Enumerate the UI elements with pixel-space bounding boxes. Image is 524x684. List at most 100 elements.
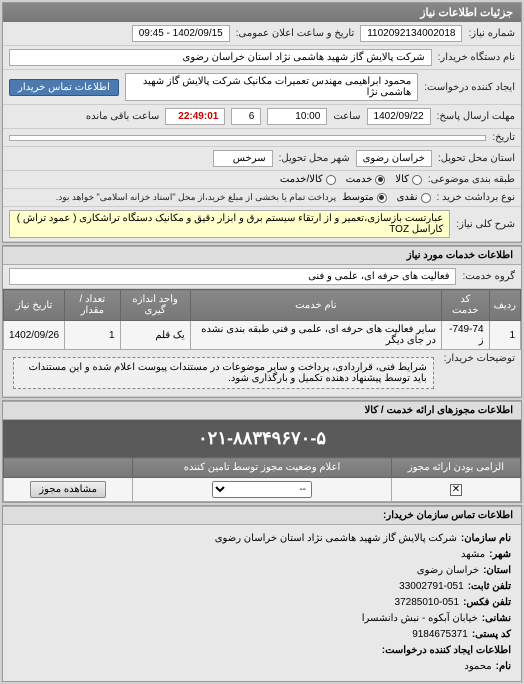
paytype-note: پرداخت تمام یا بخشی از مبلغ خرید،از محل … (56, 192, 336, 203)
radio-naghd[interactable]: نقدی (397, 192, 431, 203)
org-label: نام سازمان: (461, 531, 511, 547)
radio-service-label: خدمت (346, 174, 373, 185)
cell-action: مشاهده مجوز (4, 478, 133, 502)
buyer-value: شرکت پالایش گاز شهید هاشمی نژاد استان خر… (9, 49, 432, 66)
required-checkbox[interactable] (450, 484, 462, 496)
class-radio-group: کالا خدمت کالا/خدمت (280, 174, 422, 185)
c-prov-value: خراسان رضوی (417, 563, 479, 579)
row-reqnum: شماره نیاز: 1102092134002018 تاریخ و ساع… (3, 22, 521, 46)
contact-addr: نشانی: خیابان آبکوه - نبش دانشسرا (13, 611, 511, 627)
col-required: الزامی بودن ارائه مجوز (391, 458, 520, 478)
status-select[interactable]: -- (212, 481, 312, 498)
col-unit: واحد اندازه گیری (120, 290, 190, 321)
col-row: ردیف (489, 290, 520, 321)
cell-name: سایر فعالیت های حرفه ای، علمی و فنی طبقه… (190, 321, 441, 350)
contact-name: نام: محمود (13, 659, 511, 675)
announce-label: تاریخ و ساعت اعلان عمومی: (236, 28, 355, 39)
radio-naghd-label: نقدی (397, 192, 418, 203)
days-value: 6 (231, 108, 261, 125)
radio-dot-icon (421, 193, 431, 203)
cell-code: 749-74-ز (441, 321, 489, 350)
radio-mid[interactable]: متوسط (342, 192, 386, 203)
tel-label: تلفن ثابت: (468, 579, 511, 595)
table-row: 1 749-74-ز سایر فعالیت های حرفه ای، علمی… (4, 321, 521, 350)
contact-panel: اطلاعات تماس سازمان خریدار: نام سازمان: … (2, 505, 522, 682)
city-value: سرخس (213, 150, 273, 167)
contact-org: نام سازمان: شرکت پالایش گاز شهید هاشمی ن… (13, 531, 511, 547)
cell-unit: یک قلم (120, 321, 190, 350)
buyer-notes-label: توضیحات خریدار: (444, 353, 515, 364)
tel-value: 33002791-051 (399, 579, 464, 595)
contact-buyer-button[interactable]: اطلاعات تماس خریدار (9, 79, 119, 96)
buyer-label: نام دستگاه خریدار: (438, 52, 515, 63)
radio-kala[interactable]: کالا (395, 174, 422, 185)
row-deadline: مهلت ارسال پاسخ: 1402/09/22 ساعت 10:00 6… (3, 105, 521, 129)
post-label: کد پستی: (472, 627, 511, 643)
contact-creator-title: اطلاعات ایجاد کننده درخواست: (13, 643, 511, 659)
contact-post: کد پستی: 9184675371 (13, 627, 511, 643)
row-history: تاریخ: (3, 129, 521, 147)
addr-value: خیابان آبکوه - نبش دانشسرا (362, 611, 478, 627)
addr-label: نشانی: (482, 611, 511, 627)
deadline-time: 10:00 (267, 108, 327, 125)
paytype-radio-group: نقدی متوسط (342, 192, 430, 203)
radio-both[interactable]: کالا/خدمت (280, 174, 336, 185)
cell-status: -- (133, 478, 392, 502)
requester-value: محمود ابراهیمی مهندس تعمیرات مکانیک شرکت… (125, 73, 418, 101)
requester-label: ایجاد کننده درخواست: (424, 82, 515, 93)
c-city-value: مشهد (461, 547, 485, 563)
phone-banner: ۰۲۱-۸۸۳۴۹۶۷۰-۵ (3, 420, 521, 457)
row-paytype: نوع برداشت خرید : نقدی متوسط پرداخت تمام… (3, 189, 521, 207)
view-permit-button[interactable]: مشاهده مجوز (30, 481, 106, 498)
table-header-row: ردیف کد خدمت نام خدمت واحد اندازه گیری ت… (4, 290, 521, 321)
province-label: استان محل تحویل: (438, 153, 515, 164)
desc-label: شرح کلی نیاز: (456, 219, 515, 230)
row-location: استان محل تحویل: خراسان رضوی شهر محل تحو… (3, 147, 521, 171)
radio-dot-icon (412, 175, 422, 185)
radio-kala-label: کالا (395, 174, 409, 185)
org-value: شرکت پالایش گاز شهید هاشمی نژاد استان خر… (215, 531, 457, 547)
table-header-row: الزامی بودن ارائه مجوز اعلام وضعیت مجوز … (4, 458, 521, 478)
row-buyer-notes: توضیحات خریدار: شرایط فنی، قراردادی، پرد… (3, 350, 521, 397)
deadline-label: مهلت ارسال پاسخ: (437, 111, 515, 122)
city-label: شهر محل تحویل: (279, 153, 350, 164)
history-label: تاریخ: (492, 132, 515, 143)
name-label: نام: (496, 659, 511, 675)
cell-required (391, 478, 520, 502)
fax-label: تلفن فکس: (463, 595, 511, 611)
c-prov-label: استان: (483, 563, 511, 579)
contact-block: نام سازمان: شرکت پالایش گاز شهید هاشمی ن… (3, 525, 521, 681)
creator-label: اطلاعات ایجاد کننده درخواست: (382, 643, 511, 659)
deadline-date: 1402/09/22 (367, 108, 431, 125)
col-status: اعلام وضعیت مجوز توسط تامین کننده (133, 458, 392, 478)
col-name: نام خدمت (190, 290, 441, 321)
province-value: خراسان رضوی (356, 150, 432, 167)
c-city-label: شهر: (489, 547, 511, 563)
announce-value: 1402/09/15 - 09:45 (132, 25, 230, 42)
group-label: گروه خدمت: (462, 271, 515, 282)
radio-service[interactable]: خدمت (346, 174, 386, 185)
name-value: محمود (464, 659, 491, 675)
services-title: اطلاعات خدمات مورد نیاز (3, 246, 521, 265)
fax-value: 37285010-051 (395, 595, 460, 611)
history-value (9, 135, 486, 141)
radio-dot-icon (375, 175, 385, 185)
paytype-label: نوع برداشت خرید : (437, 192, 516, 203)
col-date: تاریخ نیاز (4, 290, 65, 321)
permits-table: الزامی بودن ارائه مجوز اعلام وضعیت مجوز … (3, 457, 521, 502)
col-action (4, 458, 133, 478)
cell-row: 1 (489, 321, 520, 350)
permits-panel: اطلاعات مجوزهای ارائه خدمت / کالا ۰۲۱-۸۸… (2, 400, 522, 503)
group-value: فعالیت های حرفه ای، علمی و فنی (9, 268, 456, 285)
radio-dot-icon (377, 193, 387, 203)
services-table: ردیف کد خدمت نام خدمت واحد اندازه گیری ت… (3, 289, 521, 350)
contact-fax: تلفن فکس: 37285010-051 (13, 595, 511, 611)
contact-city: شهر: مشهد (13, 547, 511, 563)
table-row: -- مشاهده مجوز (4, 478, 521, 502)
panel-title: جزئیات اطلاعات نیاز (3, 3, 521, 22)
row-buyer: نام دستگاه خریدار: شرکت پالایش گاز شهید … (3, 46, 521, 70)
cell-date: 1402/09/26 (4, 321, 65, 350)
desc-value: عبارتست بازسازی،تعمیر و از ارتقاء سیستم … (9, 210, 450, 238)
col-code: کد خدمت (441, 290, 489, 321)
class-label: طبقه بندی موضوعی: (428, 174, 515, 185)
